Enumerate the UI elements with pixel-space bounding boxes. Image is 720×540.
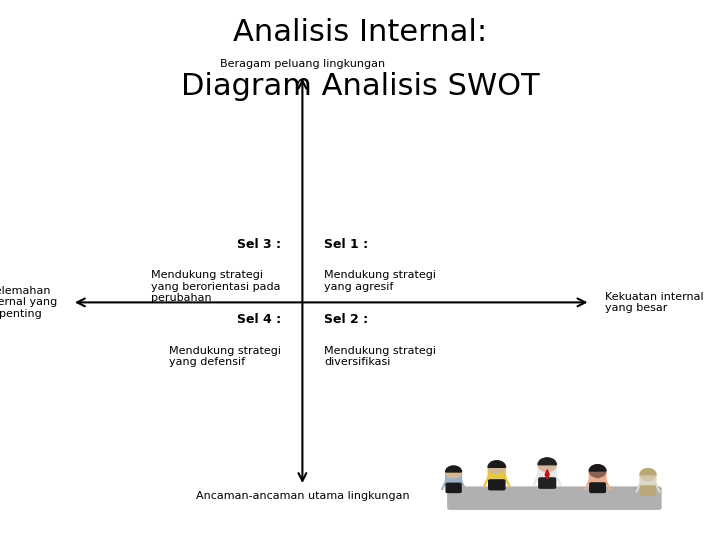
FancyBboxPatch shape bbox=[489, 480, 505, 490]
FancyBboxPatch shape bbox=[448, 487, 661, 509]
FancyBboxPatch shape bbox=[446, 473, 462, 486]
FancyBboxPatch shape bbox=[495, 469, 499, 473]
Wedge shape bbox=[446, 466, 462, 472]
Circle shape bbox=[538, 458, 557, 471]
Wedge shape bbox=[538, 458, 557, 465]
Text: Mendukung strategi
yang agresif: Mendukung strategi yang agresif bbox=[324, 270, 436, 292]
Text: Sel 4 :: Sel 4 : bbox=[237, 313, 281, 326]
FancyBboxPatch shape bbox=[452, 473, 455, 477]
FancyBboxPatch shape bbox=[488, 469, 505, 483]
Wedge shape bbox=[640, 469, 656, 475]
FancyBboxPatch shape bbox=[640, 476, 656, 489]
Text: Mendukung strategi
yang berorientasi pada
perubahan: Mendukung strategi yang berorientasi pad… bbox=[151, 270, 281, 303]
Text: Beragam peluang lingkungan: Beragam peluang lingkungan bbox=[220, 59, 385, 69]
Text: Mendukung strategi
diversifikasi: Mendukung strategi diversifikasi bbox=[324, 346, 436, 367]
Text: Sel 1 :: Sel 1 : bbox=[324, 238, 368, 251]
Circle shape bbox=[589, 465, 606, 477]
FancyBboxPatch shape bbox=[446, 483, 461, 492]
Polygon shape bbox=[545, 470, 549, 479]
Text: Diagram Analisis SWOT: Diagram Analisis SWOT bbox=[181, 72, 539, 101]
FancyBboxPatch shape bbox=[595, 472, 600, 477]
Text: Analisis Internal:: Analisis Internal: bbox=[233, 18, 487, 47]
Wedge shape bbox=[589, 465, 606, 471]
Wedge shape bbox=[488, 461, 505, 467]
FancyBboxPatch shape bbox=[590, 483, 606, 492]
FancyBboxPatch shape bbox=[590, 472, 606, 485]
Text: Kelemahan
internal yang
penting: Kelemahan internal yang penting bbox=[0, 286, 58, 319]
FancyBboxPatch shape bbox=[539, 466, 556, 481]
Text: Sel 2 :: Sel 2 : bbox=[324, 313, 368, 326]
Circle shape bbox=[488, 461, 505, 474]
Circle shape bbox=[446, 466, 462, 478]
Text: Kekuatan internal
yang besar: Kekuatan internal yang besar bbox=[605, 292, 703, 313]
Text: Sel 3 :: Sel 3 : bbox=[237, 238, 281, 251]
FancyBboxPatch shape bbox=[539, 478, 556, 488]
FancyBboxPatch shape bbox=[641, 486, 655, 495]
FancyBboxPatch shape bbox=[545, 466, 549, 471]
Text: Mendukung strategi
yang defensif: Mendukung strategi yang defensif bbox=[168, 346, 281, 367]
FancyBboxPatch shape bbox=[647, 476, 649, 480]
Circle shape bbox=[640, 469, 656, 481]
Text: Ancaman-ancaman utama lingkungan: Ancaman-ancaman utama lingkungan bbox=[196, 491, 409, 502]
